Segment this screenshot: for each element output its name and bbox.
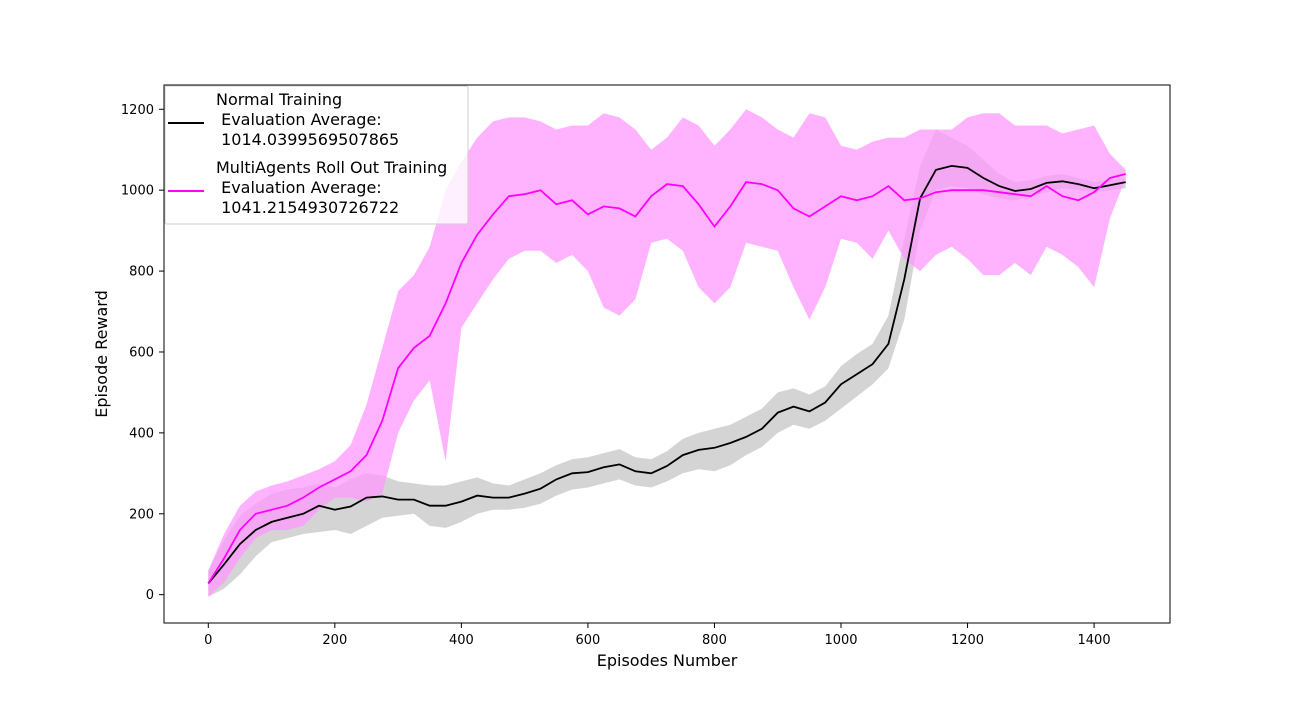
y-tick-label: 400	[129, 426, 154, 441]
series-2-line	[207, 173, 1126, 584]
x-tick-label: 1200	[951, 633, 984, 648]
y-tick-label: 600	[129, 345, 154, 360]
legend-label-2: MultiAgents Roll Out Training Evaluation…	[216, 158, 447, 217]
series-1-line	[207, 164, 1126, 584]
confidence-bands	[208, 109, 1126, 597]
legend: Normal Training Evaluation Average: 1014…	[164, 85, 469, 225]
y-tick-label: 1200	[121, 103, 154, 118]
x-axis-ticks: 0 200 400 600 800 1000 1200 1400	[204, 623, 1111, 648]
y-tick-label: 200	[129, 507, 154, 522]
y-tick-label: 800	[129, 265, 154, 280]
x-tick-label: 800	[702, 633, 727, 648]
y-axis-ticks: 0 200 400 600 800 1000 1200	[121, 103, 164, 603]
x-axis-label: Episodes Number	[597, 651, 738, 670]
x-tick-label: 400	[449, 633, 474, 648]
y-tick-label: 0	[146, 588, 154, 603]
x-tick-label: 1400	[1078, 633, 1111, 648]
x-tick-label: 200	[322, 633, 347, 648]
x-tick-label: 1000	[824, 633, 857, 648]
legend-box	[164, 85, 469, 225]
y-axis-label: Episode Reward	[92, 290, 111, 418]
series-2-band	[208, 109, 1126, 597]
x-tick-label: 600	[575, 633, 600, 648]
plot-frame	[163, 84, 1171, 624]
x-tick-label: 0	[204, 633, 212, 648]
y-tick-label: 1000	[121, 184, 154, 199]
legend-label-1: Normal Training Evaluation Average: 1014…	[216, 90, 399, 149]
series-lines	[207, 164, 1126, 584]
